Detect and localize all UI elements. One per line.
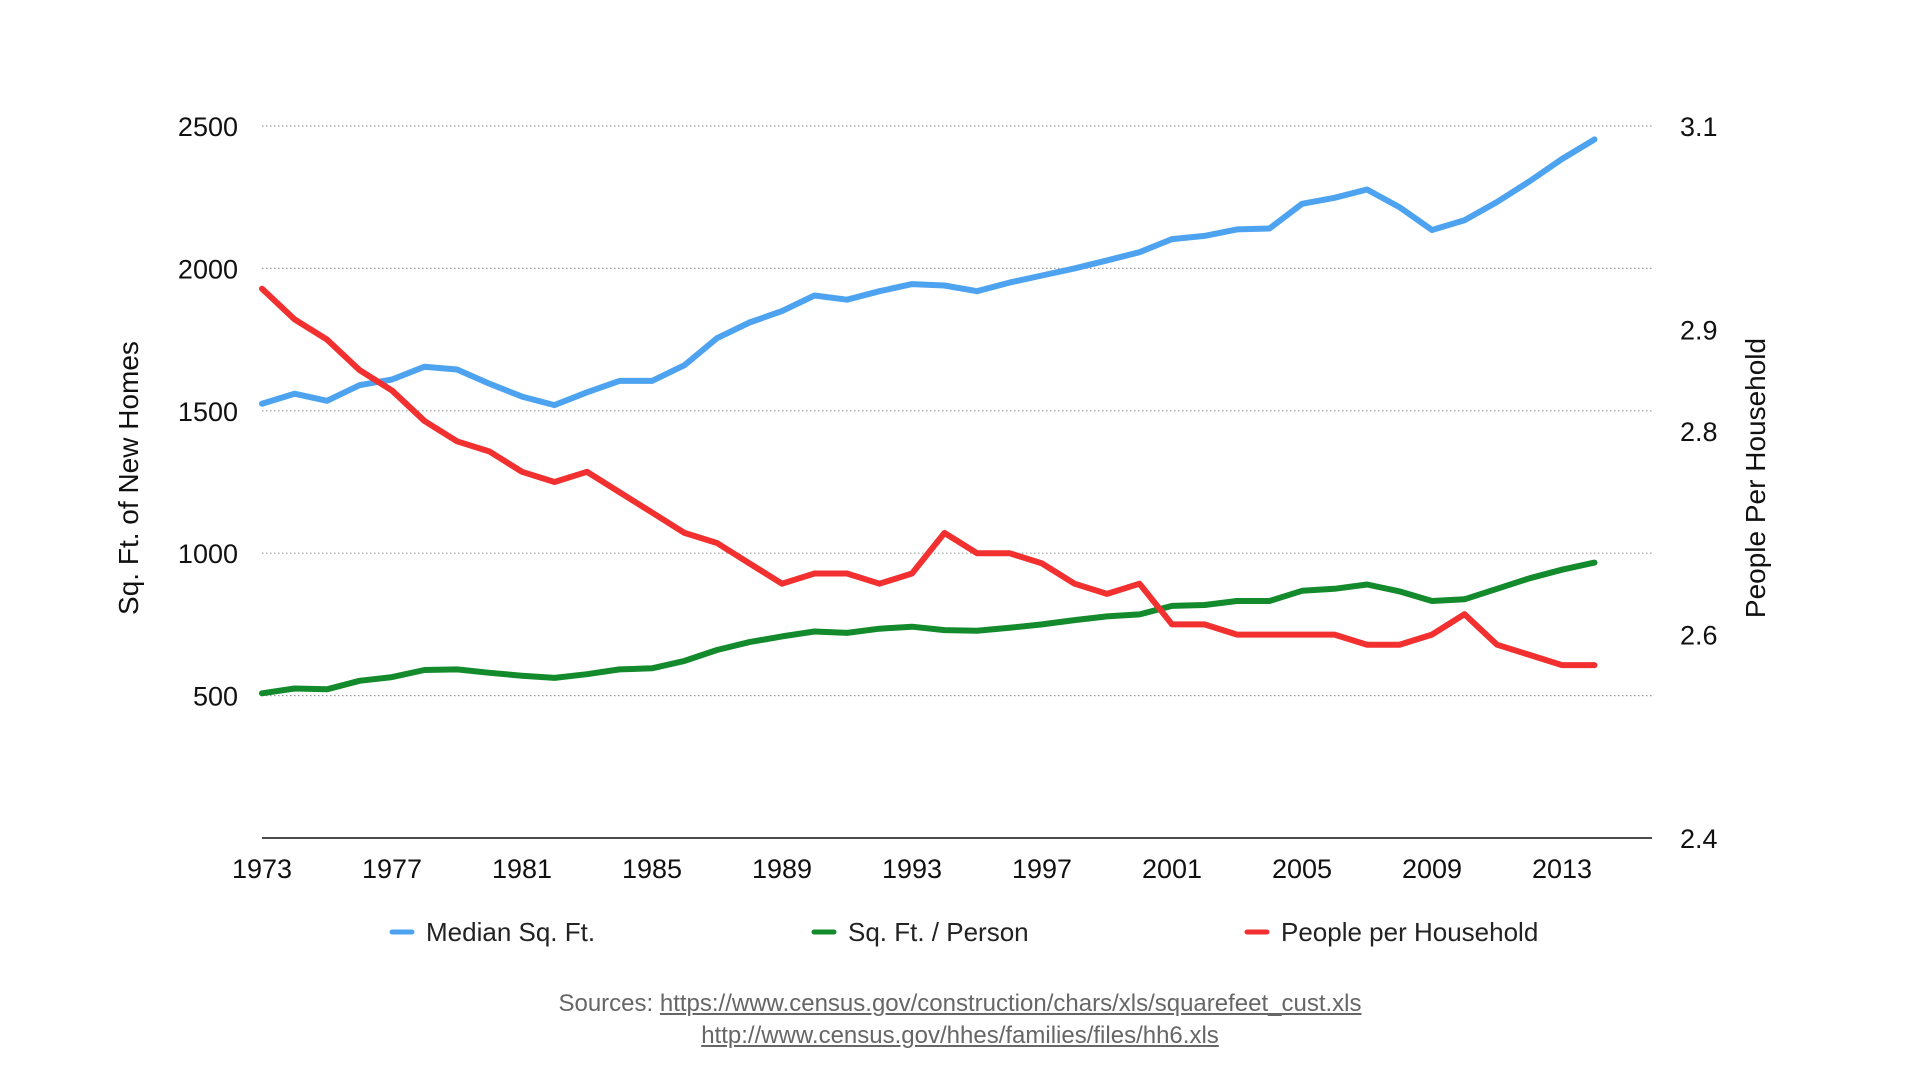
x-tick-label: 1993: [882, 854, 942, 884]
x-tick-label: 2009: [1402, 854, 1462, 884]
sources-prefix: Sources:: [558, 990, 660, 1017]
y-tick-label-left: 1500: [178, 397, 238, 427]
x-tick-label: 2001: [1142, 854, 1202, 884]
y-axis-title-left: Sq. Ft. of New Homes: [113, 341, 144, 615]
y-tick-label-left: 2500: [178, 112, 238, 142]
y-tick-label-left: 2000: [178, 254, 238, 284]
gridlines: [262, 125, 1652, 697]
y-tick-label-left: 1000: [178, 539, 238, 569]
y-axis-title-right: People Per Household: [1740, 338, 1771, 618]
x-tick-label: 1977: [362, 854, 422, 884]
sources-note: Sources: https://www.census.gov/construc…: [0, 988, 1920, 1052]
x-tick-label: 2013: [1532, 854, 1592, 884]
series-lines: [259, 136, 1598, 697]
line-chart: 500 1000 1500 2000 2500 2.4 2.6 2.8 2.9 3.1 1973 19…: [113, 112, 1771, 947]
series-line-people-per-household: [259, 285, 1598, 669]
y-tick-label-right: 2.9: [1680, 315, 1718, 345]
x-tick-label: 1981: [492, 854, 552, 884]
x-tick-label: 1973: [232, 854, 292, 884]
y-tick-label-right: 3.1: [1680, 112, 1718, 142]
source-link-squarefeet[interactable]: https://www.census.gov/construction/char…: [659, 990, 1362, 1017]
legend-label: Sq. Ft. / Person: [848, 917, 1029, 947]
sources-line-1: Sources: https://www.census.gov/construc…: [0, 988, 1920, 1020]
legend-label: Median Sq. Ft.: [426, 917, 595, 947]
y-tick-label-right: 2.4: [1680, 824, 1718, 854]
x-tick-label: 1989: [752, 854, 812, 884]
series-line-sq-ft-person: [259, 559, 1598, 697]
x-tick-label: 1997: [1012, 854, 1072, 884]
x-tick-label: 1985: [622, 854, 682, 884]
y-tick-label-right: 2.6: [1680, 621, 1718, 651]
y-tick-label-left: 500: [193, 682, 238, 712]
axes: 500 1000 1500 2000 2500 2.4 2.6 2.8 2.9 3.1 1973 19…: [178, 112, 1718, 884]
series-line-median-sq-ft: [259, 136, 1598, 409]
legend-label: People per Household: [1281, 917, 1538, 947]
x-tick-label: 2005: [1272, 854, 1332, 884]
source-link-household[interactable]: http://www.census.gov/hhes/families/file…: [701, 1022, 1219, 1049]
sources-line-2: http://www.census.gov/hhes/families/file…: [0, 1020, 1920, 1052]
y-tick-label-right: 2.8: [1680, 417, 1718, 447]
legend: Median Sq. Ft. Sq. Ft. / Person People per…: [389, 917, 1538, 947]
